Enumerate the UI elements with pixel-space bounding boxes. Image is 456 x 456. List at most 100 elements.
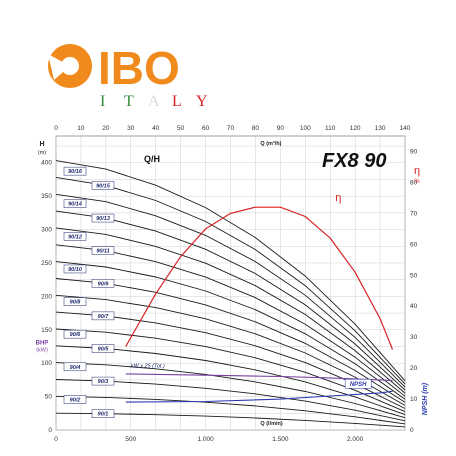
y-right-tick-label: 50 [410,272,418,279]
stage-label-90/7: 90/7 [91,311,115,321]
stage-label-text: 90/7 [98,314,110,320]
y-left-tick-label: 300 [41,227,52,234]
x-top-tick-label: 130 [375,125,386,132]
head-curve-90/10 [55,261,406,400]
x-top-tick-label: 100 [300,125,311,132]
bhp-axis-label: BHP [36,340,49,346]
x-top-tick-label: 10 [77,125,85,132]
stage-label-text: 90/9 [98,281,110,287]
stage-label-90/6: 90/6 [63,329,87,339]
x-bottom-tick-label: 2.000 [347,436,364,443]
stage-label-box [63,232,87,241]
stage-label-box [91,344,115,353]
x-top-tick-label: 60 [202,125,210,132]
chart-title: FX8 90 [322,150,386,172]
ibo-brand-text: IBO [98,42,180,94]
y-right-tick-label: 0 [410,427,414,434]
x-top-tick-label: 40 [152,125,160,132]
y-left-tick-label: 50 [45,394,53,401]
stage-label-box [91,409,115,418]
head-curve-90/8 [55,294,406,406]
ibo-logo-mark [48,44,92,88]
stage-label-90/4: 90/4 [63,362,87,372]
y-right-tick-label: 40 [410,303,418,310]
italy-letter: Y [196,93,208,110]
chart-subtitle: Q/H [144,154,160,164]
x-bottom-tick-label: 1.500 [272,436,289,443]
efficiency-curve-label: η [335,192,341,204]
y-left-tick-label: 400 [41,160,52,167]
x-top-tick-label: 50 [177,125,185,132]
italy-letter: L [172,93,182,110]
npsh-curve-label: NPSH [344,379,372,389]
npsh-curve [125,390,393,403]
x-bottom-tick-label: 500 [125,436,136,443]
fx8-90-performance-chart: 0 10 20 30 40 50 60 70 80 90 100 110 120 130 140050100… [36,125,429,443]
y-left-tick-label: 150 [41,327,52,334]
head-curve-90/2 [55,395,406,425]
power-curve [125,373,393,382]
stage-label-90/3: 90/3 [91,376,115,386]
head-curve-90/14 [55,193,406,388]
stage-label-text: 90/8 [70,300,82,306]
stage-label-90/2: 90/2 [63,395,87,404]
npsh-label-text: NPSH [350,382,367,388]
y-left-tick-label: 350 [41,193,52,200]
stage-label-box [63,395,87,404]
stage-label-text: 90/16 [68,169,83,175]
x-top-axis-label: Q (m³/h) [260,140,281,147]
x-bottom-tick-label: 1.000 [197,436,214,443]
x-top-tick-label: 90 [277,125,285,132]
stage-label-90/15: 90/15 [91,181,115,190]
y-left-axis-unit: (m) [38,150,46,156]
stage-label-text: 90/1 [98,412,109,418]
stage-label-box [91,213,115,223]
y-right-tick-label: 60 [410,241,418,248]
x-top-tick-label: 70 [227,125,235,132]
stage-label-text: 90/5 [98,346,110,352]
stage-label-90/10: 90/10 [63,264,87,274]
x-bottom-axis-label: Q (l/min) [260,421,282,427]
stage-label-90/9: 90/9 [91,279,115,288]
power-curve-label: kW x 25 (Tot.) [131,364,165,370]
stage-label-box [63,264,87,274]
stage-label-90/5: 90/5 [91,344,115,353]
head-curve-90/12 [55,227,406,394]
efficiency-axis-label: η [414,165,420,177]
italy-letter: A [148,93,160,110]
italy-letter: I [100,93,105,110]
stage-label-box [91,311,115,321]
y-right-tick-label: 90 [410,148,418,155]
x-bottom-tick-label: 0 [54,436,58,443]
stage-label-box [63,329,87,339]
x-top-tick-label: 120 [350,125,361,132]
stage-label-90/8: 90/8 [63,297,87,306]
y-right-tick-label: 30 [410,334,418,341]
stage-label-text: 90/13 [96,216,110,222]
y-left-axis-label: H [39,141,44,148]
stage-label-text: 90/12 [68,234,82,240]
stage-label-text: 90/11 [96,249,109,255]
stage-label-text: 90/3 [98,379,109,385]
y-left-tick-label: 100 [41,360,52,367]
x-top-tick-label: 140 [400,125,411,132]
x-top-tick-label: 20 [102,125,110,132]
stage-label-box [63,297,87,306]
stage-label-text: 90/4 [70,365,81,371]
y-left-tick-label: 200 [41,293,52,300]
stage-label-90/13: 90/13 [91,213,115,223]
stage-label-text: 90/14 [68,202,82,208]
stage-label-box [63,199,87,208]
npsh-label-box [344,379,372,389]
stage-label-90/16: 90/16 [63,166,87,176]
bhp-axis-unit: (kW) [36,347,48,353]
stage-label-text: 90/2 [70,397,81,403]
italy-letter: T [124,93,134,110]
stage-label-box [91,279,115,288]
stage-label-text: 90/6 [70,332,82,338]
efficiency-axis-unit: % [414,179,420,185]
stage-label-90/12: 90/12 [63,232,87,241]
stage-label-90/1: 90/1 [91,409,115,418]
x-top-tick-label: 30 [127,125,135,132]
